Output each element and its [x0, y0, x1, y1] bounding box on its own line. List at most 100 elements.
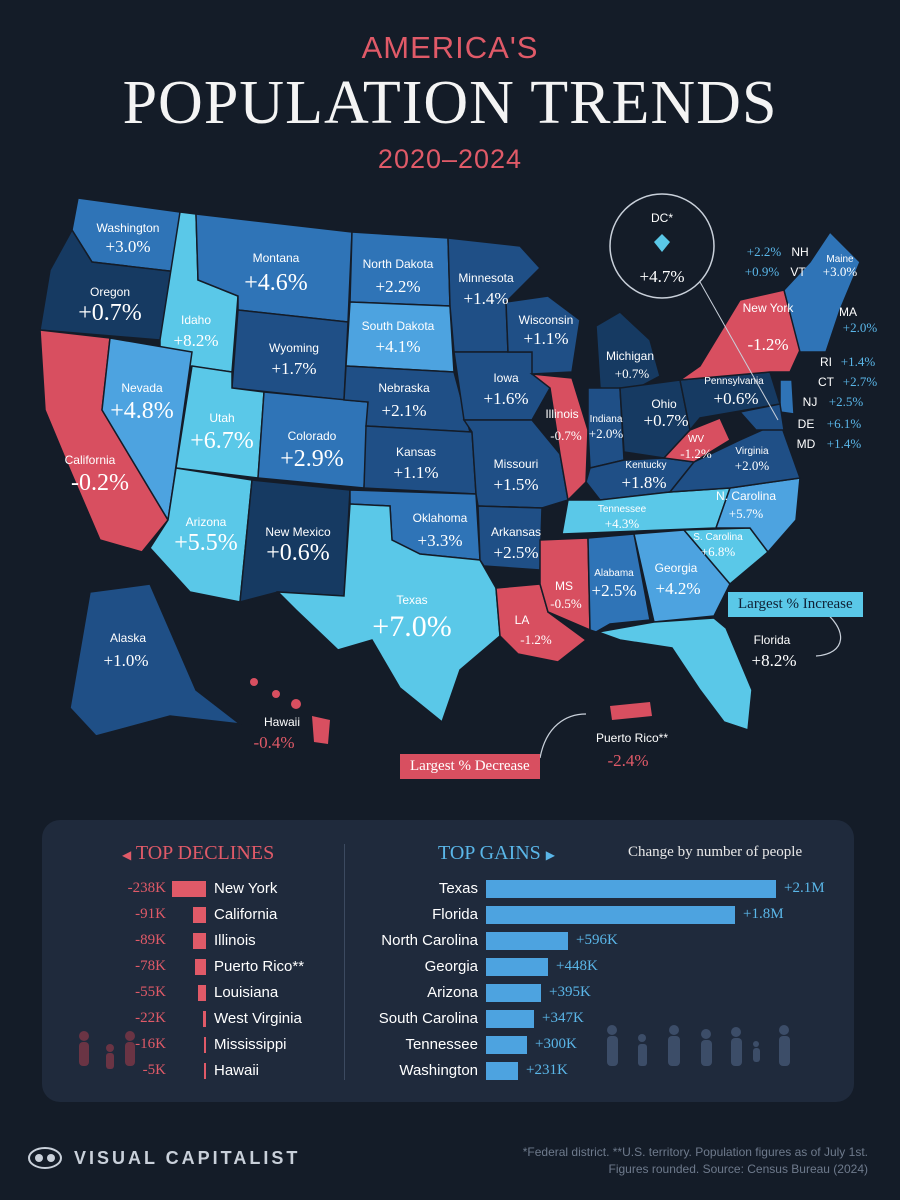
gain-value: +1.8M [743, 906, 784, 922]
value-nh: +2.2% [747, 244, 782, 259]
value-ct: +2.7% [843, 374, 878, 389]
label-missouri: Missouri [494, 457, 539, 471]
gain-row: Georgia +448K [344, 956, 844, 978]
decline-value: -16K [135, 1036, 166, 1052]
gain-value: +395K [549, 984, 591, 1000]
decline-bar [204, 1063, 206, 1079]
value-colorado: +2.9% [280, 446, 344, 472]
gain-row: Washington +231K [344, 1060, 844, 1082]
us-map: Washington +3.0% Oregon +0.7% California… [39, 193, 878, 770]
gain-row: Tennessee +300K [344, 1034, 844, 1056]
state-new-england [783, 230, 861, 353]
value-md: +1.4% [827, 436, 862, 451]
label-nh: NH [791, 245, 808, 259]
state-wisconsin [505, 295, 581, 375]
value-illinois: -0.7% [550, 428, 582, 443]
decline-value: -89K [135, 932, 166, 948]
label-oregon: Oregon [90, 285, 130, 299]
gain-row: Arizona +395K [344, 982, 844, 1004]
gain-bar [486, 932, 568, 950]
label-puerto-rico: Puerto Rico** [596, 731, 668, 745]
label-md: MD [797, 437, 816, 451]
top-declines-label: TOP DECLINES [135, 842, 275, 864]
label-idaho: Idaho [181, 313, 211, 327]
value-indiana: +2.0% [589, 426, 624, 441]
label-ri: RI [820, 355, 832, 369]
label-iowa: Iowa [493, 371, 519, 385]
decline-row: -78K Puerto Rico** [42, 956, 342, 978]
dc-leader-line [699, 281, 779, 421]
gain-bar [486, 906, 735, 924]
label-arkansas: Arkansas [491, 525, 541, 539]
state-new-jersey [779, 379, 795, 415]
value-alabama: +2.5% [592, 581, 637, 600]
label-washington: Washington [97, 221, 160, 235]
decline-row: -238K New York [42, 878, 342, 900]
header: AMERICA'S POPULATION TRENDS 2020–2024 [0, 30, 900, 175]
label-vt: VT [790, 265, 806, 279]
gain-value: +300K [535, 1036, 577, 1052]
decline-value: -91K [135, 906, 166, 922]
value-hawaii: -0.4% [253, 733, 294, 752]
value-utah: +6.7% [190, 428, 254, 454]
value-new-mexico: +0.6% [266, 540, 330, 566]
state-texas [276, 503, 501, 724]
value-wyoming: +1.7% [272, 359, 317, 378]
value-arkansas: +2.5% [494, 543, 539, 562]
change-note: Change by number of people [628, 844, 803, 860]
state-georgia [633, 529, 731, 623]
footnote: *Federal district. **U.S. territory. Pop… [448, 1144, 868, 1178]
gain-value: +596K [576, 932, 618, 948]
label-oklahoma: Oklahoma [413, 511, 468, 525]
value-north-carolina: +5.7% [729, 506, 764, 521]
value-nj: +2.5% [829, 394, 864, 409]
gain-value: +448K [556, 958, 598, 974]
largest-decrease-callout: Largest % Decrease [400, 754, 540, 779]
brand-name: VISUAL CAPITALIST [74, 1147, 301, 1168]
value-nebraska: +2.1% [382, 401, 427, 420]
year-range: 2020–2024 [377, 144, 523, 174]
decline-value: -5K [142, 1062, 166, 1078]
label-pennsylvania: Pennsylvania [704, 376, 764, 387]
label-texas: Texas [396, 593, 427, 607]
value-virginia: +2.0% [735, 458, 770, 473]
value-iowa: +1.6% [484, 389, 529, 408]
value-idaho: +8.2% [174, 331, 219, 350]
decline-bar [204, 1037, 206, 1053]
dc-shape [654, 234, 670, 252]
rankings-panel: ◀ TOP DECLINES TOP GAINS ▶ Change by num… [42, 820, 854, 1102]
gain-row: South Carolina +347K [344, 1008, 844, 1030]
footnote-line-1: *Federal district. **U.S. territory. Pop… [522, 1145, 868, 1159]
value-michigan: +0.7% [615, 366, 650, 381]
label-nebraska: Nebraska [378, 381, 430, 395]
value-wisconsin: +1.1% [524, 329, 569, 348]
gain-name: Florida [432, 906, 478, 923]
label-california: California [65, 453, 116, 467]
largest-increase-callout: Largest % Increase [728, 592, 863, 617]
gain-name: Washington [399, 1062, 478, 1079]
label-nj: NJ [803, 395, 818, 409]
decline-bar [203, 1011, 206, 1027]
gain-name: North Carolina [381, 932, 478, 949]
gain-value: +231K [526, 1062, 568, 1078]
decline-value: -22K [135, 1010, 166, 1026]
value-alaska: +1.0% [104, 651, 149, 670]
decline-value: -78K [135, 958, 166, 974]
value-south-carolina: +6.8% [701, 544, 736, 559]
value-pennsylvania: +0.6% [714, 389, 759, 408]
decline-name: Louisiana [214, 984, 279, 1001]
top-gains-label: TOP GAINS [438, 842, 541, 864]
gain-bar [486, 1036, 527, 1054]
label-ma: MA [839, 305, 857, 319]
decline-name: West Virginia [214, 1010, 302, 1027]
label-virginia: Virginia [735, 446, 769, 457]
value-ohio: +0.7% [644, 411, 689, 430]
gain-bar [486, 958, 548, 976]
label-alaska: Alaska [110, 631, 146, 645]
value-texas: +7.0% [372, 610, 451, 643]
value-dc: +4.7% [640, 267, 685, 286]
page-title: POPULATION TRENDS [122, 69, 778, 137]
label-illinois: Illinois [545, 407, 578, 421]
decline-name: Mississippi [214, 1036, 287, 1053]
decline-bar [193, 933, 206, 949]
